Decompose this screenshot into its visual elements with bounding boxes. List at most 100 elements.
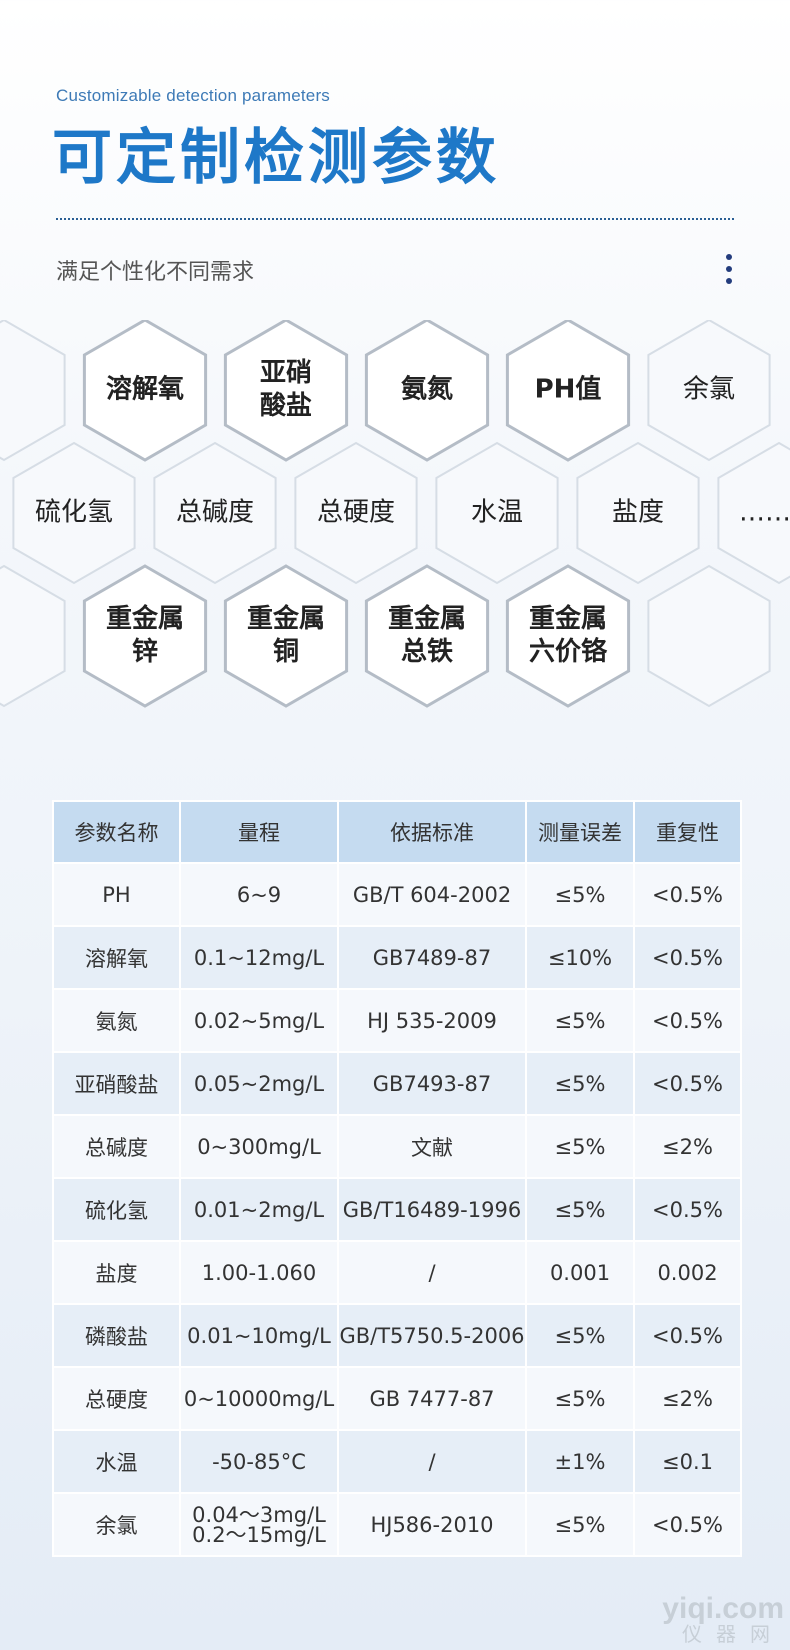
page-title: 可定制检测参数 <box>52 123 500 193</box>
hexagon-label: 亚硝 酸盐 <box>259 358 312 421</box>
cell-range: 0.01~2mg/L <box>179 1177 339 1242</box>
cell-error: ≤5% <box>525 1366 635 1431</box>
hexagon-parameter <box>576 441 700 585</box>
cell-repeatability: <0.5% <box>633 925 742 990</box>
cell-repeatability: <0.5% <box>633 1177 742 1242</box>
table-row: 硫化氢 0.01~2mg/L GB/T16489-1996 ≤5% <0.5% <box>52 1177 742 1242</box>
table-row: 余氯 0.04～3mg/L 0.2～15mg/L HJ586-2010 ≤5% <0.5… <box>52 1492 742 1557</box>
cell-param-name: 总碱度 <box>52 1114 181 1179</box>
header-param-name: 参数名称 <box>52 800 181 864</box>
cell-repeatability: <0.5% <box>633 1303 742 1368</box>
cell-range: 0.01~10mg/L <box>179 1303 339 1368</box>
hexagon-parameter <box>223 564 349 708</box>
hexagon-label: 总碱度 <box>175 497 254 528</box>
hexagon-label: …… <box>739 497 790 528</box>
cell-error: ≤5% <box>525 1114 635 1179</box>
hexagon-label: 水温 <box>470 497 523 528</box>
hexagon-blank <box>0 320 66 462</box>
cell-error: ≤5% <box>525 1177 635 1242</box>
table-row: 盐度 1.00-1.060/0.001 0.002 <box>52 1240 742 1305</box>
cell-standard: GB7493-87 <box>337 1051 527 1116</box>
header-range: 量程 <box>179 800 339 864</box>
cell-error: 0.001 <box>525 1240 635 1305</box>
hexagon-parameter <box>717 441 790 585</box>
hexagon-parameter <box>82 564 208 708</box>
cell-range: 1.00-1.060 <box>179 1240 339 1305</box>
cell-repeatability: <0.5% <box>633 862 742 927</box>
hexagon-label: 重金属 锌 <box>105 604 184 667</box>
more-vertical-icon <box>726 254 732 284</box>
hexagon-parameter <box>364 564 490 708</box>
hexagon-parameter <box>505 564 631 708</box>
hexagon-parameter <box>12 441 136 585</box>
hexagon-parameter <box>153 441 277 585</box>
table-row: PH 6~9 GB/T 604-2002 ≤5% <0.5% <box>52 862 742 927</box>
dotted-divider <box>56 218 734 220</box>
cell-param-name: 氨氮 <box>52 988 181 1053</box>
table-row: 氨氮 0.02~5mg/L HJ 535-2009 ≤5% <0.5% <box>52 988 742 1053</box>
cell-standard: HJ586-2010 <box>337 1492 527 1557</box>
cell-standard: GB/T 604-2002 <box>337 862 527 927</box>
cell-range: 0.02~5mg/L <box>179 988 339 1053</box>
table-row: 总硬度 0~10000mg/L GB 7477-87 ≤5% ≤2% <box>52 1366 742 1431</box>
cell-param-name: 水温 <box>52 1429 181 1494</box>
hexagon-label: 重金属 铜 <box>246 604 325 667</box>
parameters-table: 参数名称 量程 依据标准 测量误差 重复性 PH 6~9 GB/T 604-2002… <box>52 800 742 1557</box>
cell-error: ≤5% <box>525 862 635 927</box>
cell-standard: GB 7477-87 <box>337 1366 527 1431</box>
header-standard: 依据标准 <box>337 800 527 864</box>
hexagon-blank <box>0 564 66 708</box>
cell-error: ≤5% <box>525 1303 635 1368</box>
cell-param-name: 余氯 <box>52 1492 181 1557</box>
cell-repeatability: <0.5% <box>633 1051 742 1116</box>
hexagon-label: 重金属 六价铬 <box>528 604 607 667</box>
hexagon-parameter <box>294 441 418 585</box>
cell-param-name: 溶解氧 <box>52 925 181 990</box>
description-text: 满足个性化不同需求 <box>56 260 255 285</box>
cell-range: 0.04～3mg/L 0.2～15mg/L <box>179 1492 339 1557</box>
subtitle-english: Customizable detection parameters <box>56 86 331 105</box>
hexagon-label: 溶解氧 <box>105 374 184 405</box>
watermark-logo: yiqi.com 仪器网 <box>662 1592 784 1647</box>
cell-standard: GB7489-87 <box>337 925 527 990</box>
cell-error: ≤10% <box>525 925 635 990</box>
watermark-line2: 仪器网 <box>682 1624 784 1646</box>
cell-range: -50-85°C <box>179 1429 339 1494</box>
hexagon-parameter <box>223 320 349 462</box>
table-header-row: 参数名称 量程 依据标准 测量误差 重复性 <box>52 800 742 864</box>
header-repeatability: 重复性 <box>633 800 742 864</box>
cell-range: 0.05~2mg/L <box>179 1051 339 1116</box>
cell-param-name: PH <box>52 862 181 927</box>
table-row: 亚硝酸盐 0.05~2mg/L GB7493-87 ≤5% <0.5% <box>52 1051 742 1116</box>
hexagon-parameter <box>435 441 559 585</box>
table-row: 磷酸盐 0.01~10mg/L GB/T5750.5-2006 ≤5% <0.5% <box>52 1303 742 1368</box>
hexagon-blank <box>647 564 771 708</box>
cell-error: ≤5% <box>525 1051 635 1116</box>
table-row: 总碱度 0~300mg/L 文献 ≤5% ≤2% <box>52 1114 742 1179</box>
cell-range: 0.1~12mg/L <box>179 925 339 990</box>
hexagon-parameter <box>505 320 631 462</box>
table-row: 水温 -50-85°C / ±1% ≤0.1 <box>52 1429 742 1494</box>
header-error: 测量误差 <box>525 800 635 864</box>
cell-range: 6~9 <box>179 862 339 927</box>
hexagon-shapes <box>0 320 790 708</box>
cell-standard: HJ 535-2009 <box>337 988 527 1053</box>
watermark-line1: yiqi.com <box>662 1592 784 1625</box>
cell-param-name: 盐度 <box>52 1240 181 1305</box>
parameter-hexagon-grid: 溶解氧 亚硝 酸盐 氨氮 PH值 余氯 硫化氢 总碱度 总硬度 水温 盐度 …… 重金属 锌重金属 铜… <box>0 320 790 740</box>
table-row: 溶解氧 0.1~12mg/L GB7489-87 ≤10% <0.5% <box>52 925 742 990</box>
cell-error: ±1% <box>525 1429 635 1494</box>
cell-standard: / <box>337 1240 527 1305</box>
cell-param-name: 磷酸盐 <box>52 1303 181 1368</box>
hexagon-parameter <box>647 320 771 462</box>
hexagon-label: PH值 <box>534 374 602 405</box>
cell-standard: 文献 <box>337 1114 527 1179</box>
cell-repeatability: ≤2% <box>633 1114 742 1179</box>
hexagon-parameter <box>364 320 490 462</box>
cell-range: 0~300mg/L <box>179 1114 339 1179</box>
cell-standard: / <box>337 1429 527 1494</box>
hexagon-label: 盐度 <box>611 497 664 528</box>
hexagon-parameter <box>82 320 208 462</box>
cell-standard: GB/T16489-1996 <box>337 1177 527 1242</box>
hexagon-label: 余氯 <box>682 374 735 405</box>
